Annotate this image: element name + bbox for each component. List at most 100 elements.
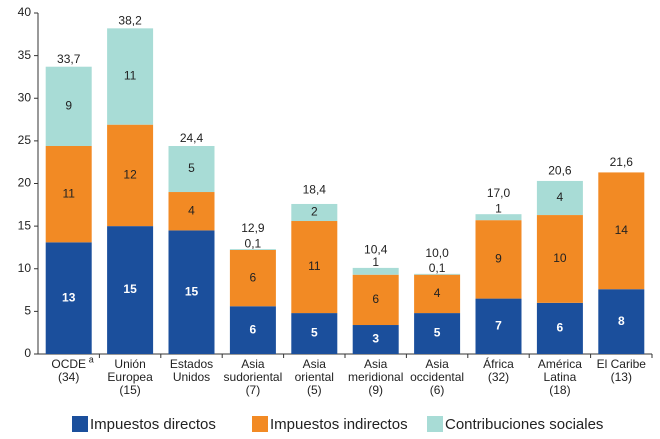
- bar-segment: [291, 313, 338, 354]
- bar-segment: [45, 242, 92, 354]
- bar-segment: [536, 215, 583, 303]
- legend-label: Contribuciones sociales: [445, 416, 603, 433]
- value-label: 0,1: [245, 236, 262, 250]
- bar-segment: [107, 124, 154, 227]
- bar-segment: [45, 145, 92, 243]
- total-label: 17,0: [487, 186, 511, 200]
- bar-segment: [414, 274, 461, 314]
- y-tick-label: 20: [18, 176, 32, 190]
- bar-segment: [414, 313, 461, 354]
- x-tick-label: Unidos: [173, 370, 210, 384]
- x-tick-label: (5): [307, 383, 322, 397]
- value-label: 11: [124, 69, 137, 83]
- total-label: 10,0: [425, 246, 449, 260]
- total-label: 18,4: [303, 182, 327, 196]
- value-label: 4: [188, 203, 195, 217]
- bar-segment: [536, 302, 583, 354]
- value-label: 7: [495, 318, 502, 332]
- x-tick-label: Asia: [241, 357, 265, 371]
- x-tick-label: (32): [488, 370, 509, 384]
- total-label: 33,7: [57, 52, 81, 66]
- bar-segment: [107, 28, 154, 125]
- legend-swatch: [252, 416, 268, 432]
- value-label: 11: [62, 186, 75, 200]
- total-label: 38,2: [118, 14, 142, 28]
- value-label: 1: [372, 255, 379, 269]
- value-label: 10: [553, 251, 567, 265]
- total-label: 24,4: [180, 131, 204, 145]
- total-label: 20,6: [548, 164, 572, 178]
- bar-segment: [229, 249, 276, 307]
- bar-segment: [475, 220, 522, 299]
- x-tick-label: Asia: [303, 357, 327, 371]
- x-tick-label: Unión: [114, 357, 145, 371]
- x-tick-label: El Caribe: [597, 357, 647, 371]
- x-tick-label: (6): [430, 383, 445, 397]
- bar-segment: [45, 66, 92, 146]
- x-tick-label: Latina: [544, 370, 577, 384]
- value-label: 9: [495, 252, 502, 266]
- x-tick-label: (34): [58, 370, 79, 384]
- x-tick-label: (7): [246, 383, 261, 397]
- total-label: 10,4: [364, 243, 388, 257]
- value-label: 5: [311, 326, 318, 340]
- bar-segment: [168, 192, 215, 231]
- y-tick-label: 35: [18, 48, 32, 62]
- bar-segment: [229, 306, 276, 354]
- x-tick-label: Asia: [364, 357, 388, 371]
- x-tick-label: (9): [368, 383, 383, 397]
- value-label: 5: [188, 161, 195, 175]
- bar-segment: [598, 289, 645, 354]
- y-tick-label: 5: [24, 304, 31, 318]
- value-label: 9: [65, 99, 72, 113]
- x-tick-label: sudoriental: [224, 370, 283, 384]
- value-label: 2: [311, 205, 318, 219]
- bar-segment: [168, 145, 215, 193]
- value-label: 8: [618, 314, 625, 328]
- value-label: 15: [185, 284, 199, 298]
- value-label: 0,1: [429, 261, 446, 275]
- x-tick-label: meridional: [348, 370, 403, 384]
- value-label: 5: [434, 326, 441, 340]
- legend-label: Impuestos indirectos: [270, 416, 408, 433]
- value-label: 6: [250, 270, 257, 284]
- x-tick-label: (15): [119, 383, 140, 397]
- value-label: 15: [123, 282, 137, 296]
- value-label: 3: [372, 332, 379, 346]
- total-label: 12,9: [241, 221, 265, 235]
- value-label: 13: [62, 290, 76, 304]
- x-tick-label: América: [538, 357, 582, 371]
- value-label: 6: [557, 321, 564, 335]
- value-label: 6: [250, 322, 257, 336]
- bar-segment: [168, 230, 215, 354]
- x-tick-label: Asia: [425, 357, 449, 371]
- x-tick-label: Europea: [107, 370, 153, 384]
- bar-segment: [536, 180, 583, 216]
- y-tick-label: 10: [18, 261, 32, 275]
- legend-label: Impuestos directos: [90, 416, 216, 433]
- x-tick-label: (13): [611, 370, 632, 384]
- y-tick-label: 0: [24, 346, 31, 360]
- bar-segment: [107, 226, 154, 354]
- bar-segment: [229, 249, 276, 250]
- bar-segment: [291, 221, 338, 314]
- category-note: a: [89, 354, 94, 364]
- bar-segment: [598, 172, 645, 290]
- value-label: 4: [434, 286, 441, 300]
- x-tick-label: OCDE: [51, 357, 86, 371]
- value-label: 6: [372, 292, 379, 306]
- legend-swatch: [72, 416, 88, 432]
- y-tick-label: 15: [18, 218, 32, 232]
- bar-segment: [352, 274, 399, 326]
- x-tick-label: occidental: [410, 370, 464, 384]
- bar-segment: [475, 214, 522, 221]
- value-label: 14: [615, 223, 629, 237]
- value-label: 4: [557, 190, 564, 204]
- value-label: 1: [495, 201, 502, 215]
- y-tick-label: 25: [18, 133, 32, 147]
- value-label: 12: [123, 168, 137, 182]
- bar-segment: [291, 203, 338, 222]
- x-tick-label: Estados: [170, 357, 213, 371]
- value-label: 11: [308, 259, 321, 273]
